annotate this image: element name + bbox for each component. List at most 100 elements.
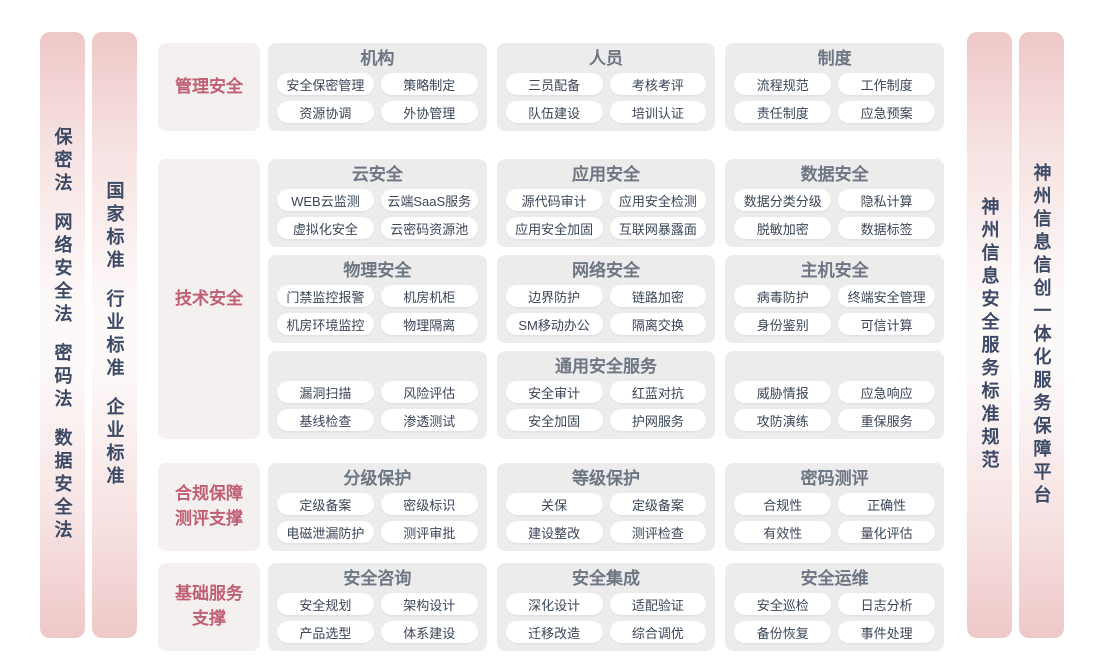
capability-chip: 适配验证 [609,593,707,615]
capability-chip: 物理隔离 [380,313,478,335]
capability-chip: 云端SaaS服务 [380,189,478,211]
capability-chip: 安全巡检 [734,593,832,615]
capability-chip: 量化评估 [838,521,936,543]
group-panel: 漏洞扫描 风险评估 基线检查 渗透测试 [268,351,487,439]
capability-chip: 安全规划 [277,593,374,615]
capability-chip: 定级备案 [609,493,707,515]
capability-chip: 安全审计 [505,381,603,403]
band: 漏洞扫描 风险评估 基线检查 渗透测试 通用安全服务 安全审计 红蓝对抗 安全加… [268,351,945,439]
capability-chip: 风险评估 [380,381,478,403]
capability-chip: 深化设计 [505,593,603,615]
group-panel: 安全运维 安全巡检 日志分析 备份恢复 事件处理 [725,563,945,651]
row-label-line: 技术安全 [175,288,243,308]
capability-chip: 渗透测试 [380,409,478,431]
capability-chip: 应急预案 [838,101,936,123]
capability-chip: 日志分析 [838,593,936,615]
group-title: 主机安全 [800,261,869,280]
chip-grid: 边界防护 链路加密 SM移动办公 隔离交换 [505,285,707,335]
chip-grid: 安全规划 架构设计 产品选型 体系建设 [277,593,478,643]
group-title: 制度 [817,49,852,68]
chip-grid: 病毒防护 终端安全管理 身份鉴别 可信计算 [734,285,936,335]
laws-bar: 保密法 网络安全法 密码法 数据安全法 [40,32,85,638]
capability-chip: 数据标签 [838,217,936,239]
row-label-line: 支撑 [192,609,226,628]
capability-chip: 迁移改造 [505,621,603,643]
chip-grid: 流程规范 工作制度 责任制度 应急预案 [734,73,936,123]
group-title: 人员 [589,49,623,68]
capability-chip: 隔离交换 [609,313,707,335]
capability-chip: 数据分类分级 [734,189,832,211]
band: 安全咨询 安全规划 架构设计 产品选型 体系建设 安全集成 深化设计 适配验证 … [268,563,945,651]
row-label: 基础服务 支撑 [158,563,260,651]
group-panel: 人员 三员配备 考核考评 队伍建设 培训认证 [496,43,716,131]
group-title: 等级保护 [572,469,640,488]
capability-chip: 病毒防护 [734,285,832,307]
group-panel: 数据安全 数据分类分级 隐私计算 脱敏加密 数据标签 [725,159,945,247]
capability-chip: 脱敏加密 [734,217,832,239]
row-label-line: 合规保障 [175,484,243,504]
group-panel: 安全集成 深化设计 适配验证 迁移改造 综合调优 [496,563,716,651]
row-label: 合规保障 测评支撑 [158,463,260,551]
group-title: 数据安全 [800,165,869,184]
law-item: 保密法 [52,127,73,196]
capability-chip: 链路加密 [609,285,707,307]
group-title: 应用安全 [572,165,640,184]
band: 物理安全 门禁监控报警 机房机柜 机房环境监控 物理隔离 网络安全 边界防护 链… [268,255,945,343]
chip-grid: 深化设计 适配验证 迁移改造 综合调优 [505,593,707,643]
capability-chip: 红蓝对抗 [609,381,707,403]
law-item: 网络安全法 [52,212,73,327]
chip-grid: 定级备案 密级标识 电磁泄漏防护 测评审批 [277,493,478,543]
capability-chip: 虚拟化安全 [277,217,374,239]
row-management-security: 管理安全 机构 安全保密管理 策略制定 资源协调 外协管理 人员 三员配备 [158,43,945,131]
capability-chip: SM移动办公 [505,313,603,335]
capability-chip: 互联网暴露面 [609,217,707,239]
capability-chip: 正确性 [838,493,936,515]
row-content: 安全咨询 安全规划 架构设计 产品选型 体系建设 安全集成 深化设计 适配验证 … [268,563,945,651]
capability-chip: 考核考评 [609,73,707,95]
capability-chip: 体系建设 [380,621,478,643]
security-framework-diagram: 管理安全 机构 安全保密管理 策略制定 资源协调 外协管理 人员 三员配备 [158,43,945,651]
capability-chip: 事件处理 [838,621,936,643]
group-panel: 物理安全 门禁监控报警 机房机柜 机房环境监控 物理隔离 [268,255,487,343]
group-panel: 主机安全 病毒防护 终端安全管理 身份鉴别 可信计算 [725,255,945,343]
capability-chip: 应用安全检测 [609,189,707,211]
capability-chip: 安全保密管理 [277,73,374,95]
capability-chip: 定级备案 [277,493,374,515]
chip-grid: 门禁监控报警 机房机柜 机房环境监控 物理隔离 [277,285,478,335]
platform-text: 神州信息信创一体化服务保障平台 [1031,162,1052,508]
capability-chip: 身份鉴别 [734,313,832,335]
row-label-line: 测评支撑 [175,509,243,528]
group-panel: 通用安全服务 安全审计 红蓝对抗 安全加固 护网服务 [496,351,716,439]
capability-chip: 架构设计 [380,593,478,615]
group-title: 机构 [360,49,395,68]
group-title: 网络安全 [572,261,640,280]
group-panel: 等级保护 关保 定级备案 建设整改 测评检查 [496,463,716,551]
chip-grid: 安全保密管理 策略制定 资源协调 外协管理 [277,73,478,123]
capability-chip: 应急响应 [838,381,936,403]
chip-grid: 关保 定级备案 建设整改 测评检查 [505,493,707,543]
standard-item: 企业标准 [104,397,125,489]
chip-grid: 合规性 正确性 有效性 量化评估 [734,493,936,543]
band: 云安全 WEB云监测 云端SaaS服务 虚拟化安全 云密码资源池 应用安全 源代… [268,159,945,247]
capability-chip: 三员配备 [505,73,603,95]
group-panel: 网络安全 边界防护 链路加密 SM移动办公 隔离交换 [496,255,716,343]
chip-grid: 源代码审计 应用安全检测 应用安全加固 互联网暴露面 [505,189,707,239]
law-item: 密码法 [52,343,73,412]
capability-chip: 隐私计算 [838,189,936,211]
group-title: 通用安全服务 [555,357,657,376]
group-panel: 安全咨询 安全规划 架构设计 产品选型 体系建设 [268,563,487,651]
law-item: 数据安全法 [52,428,73,543]
capability-chip: 队伍建设 [505,101,603,123]
chip-grid: 三员配备 考核考评 队伍建设 培训认证 [505,73,707,123]
capability-chip: 云密码资源池 [380,217,478,239]
capability-chip: 培训认证 [609,101,707,123]
group-title: 物理安全 [343,261,412,280]
capability-chip: 流程规范 [734,73,832,95]
row-label: 技术安全 [158,159,260,439]
row-basic-services: 基础服务 支撑 安全咨询 安全规划 架构设计 产品选型 体系建设 安全集成 [158,563,945,651]
capability-chip: 机房环境监控 [277,313,374,335]
capability-chip: 护网服务 [609,409,707,431]
chip-grid: 威胁情报 应急响应 攻防演练 重保服务 [734,381,936,431]
capability-chip: 攻防演练 [734,409,832,431]
capability-chip: 备份恢复 [734,621,832,643]
